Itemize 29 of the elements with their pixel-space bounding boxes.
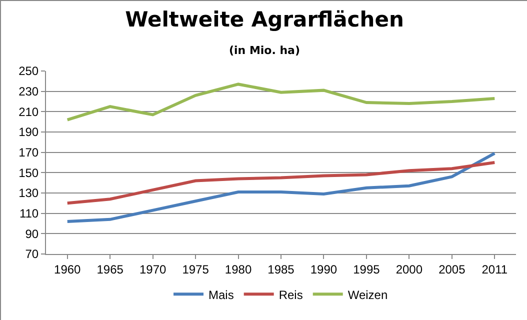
x-tick-label: 1975 xyxy=(182,262,210,276)
y-tick-label: 110 xyxy=(19,206,39,221)
y-tick-label: 250 xyxy=(18,64,39,78)
x-tick-label: 1960 xyxy=(54,262,82,276)
x-tick-label: 2011 xyxy=(482,262,508,276)
y-tick-label: 70 xyxy=(25,247,39,262)
x-tick-label: 1995 xyxy=(353,262,380,276)
line-series xyxy=(66,161,496,205)
y-tick-label: 130 xyxy=(18,186,39,200)
y-tick-label: 210 xyxy=(18,104,39,119)
y-tick-label: 170 xyxy=(18,146,39,160)
legend-label: Weizen xyxy=(348,288,388,302)
x-tick-label: 1980 xyxy=(224,262,252,276)
y-tick-label: 90 xyxy=(25,226,39,241)
x-tick-label: 1965 xyxy=(96,262,124,276)
y-tick-label: 190 xyxy=(18,125,39,140)
x-tick-label: 2000 xyxy=(396,262,423,276)
chart-subtitle: (in Mio. ha) xyxy=(228,44,300,57)
x-tick-label: 1985 xyxy=(268,262,295,276)
legend-label: Mais xyxy=(208,288,234,302)
y-tick-label: 230 xyxy=(18,84,39,99)
x-tick-label: 1970 xyxy=(139,262,166,276)
x-tick-label: 2005 xyxy=(438,262,466,276)
legend-label: Reis xyxy=(278,288,303,302)
line-series xyxy=(66,152,496,223)
y-tick-label: 150 xyxy=(18,166,39,180)
x-tick-label: 1990 xyxy=(310,262,338,276)
line-series xyxy=(66,82,496,122)
chart-title: Weltweite Agrarflächen xyxy=(125,8,404,32)
